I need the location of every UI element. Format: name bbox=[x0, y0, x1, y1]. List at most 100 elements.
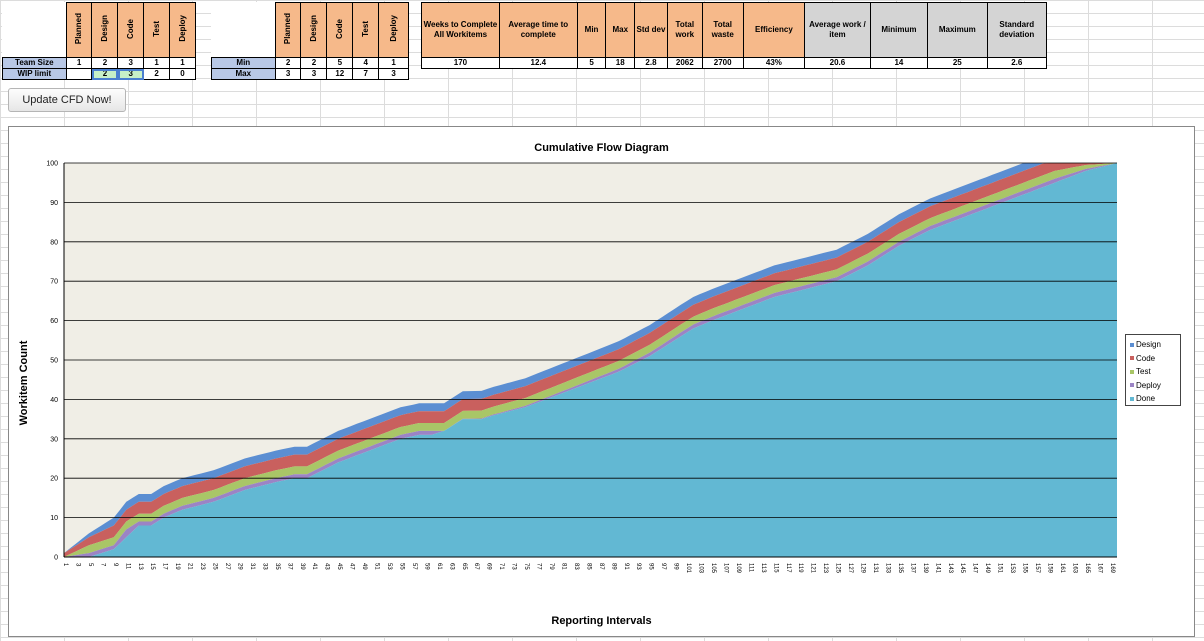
x-tick-label: 47 bbox=[349, 563, 355, 570]
cell[interactable]: 2.6 bbox=[986, 57, 1047, 69]
chart-title: Cumulative Flow Diagram bbox=[534, 142, 669, 154]
cell[interactable]: 1 bbox=[378, 57, 409, 69]
stats-table: Weeks to Complete All Workitems Average … bbox=[421, 2, 1047, 69]
row-label-max[interactable]: Max bbox=[211, 68, 276, 80]
header-planned[interactable]: Planned bbox=[65, 2, 93, 58]
cell[interactable]: 25 bbox=[927, 57, 988, 69]
header-planned[interactable]: Planned bbox=[274, 2, 302, 58]
cell[interactable]: 2700 bbox=[701, 57, 744, 69]
header-efficiency[interactable]: Efficiency bbox=[742, 2, 806, 58]
cell[interactable]: 0 bbox=[169, 68, 196, 80]
update-cfd-button[interactable]: Update CFD Now! bbox=[8, 88, 126, 112]
series-area-test bbox=[64, 163, 1117, 557]
x-tick-label: 67 bbox=[473, 563, 479, 570]
header-test[interactable]: Test bbox=[352, 2, 380, 58]
header-test[interactable]: Test bbox=[143, 2, 171, 58]
selected-cell[interactable]: 2 bbox=[91, 68, 119, 80]
cell[interactable]: 3 bbox=[300, 68, 328, 80]
x-tick-label: 165 bbox=[1084, 563, 1090, 574]
x-tick-label: 169 bbox=[1109, 563, 1115, 574]
header-total-work[interactable]: Total work bbox=[666, 2, 703, 58]
header-average-work[interactable]: Average work / item bbox=[804, 2, 871, 58]
x-tick-label: 31 bbox=[249, 563, 255, 570]
cell[interactable]: 2 bbox=[274, 57, 302, 69]
legend-item: Test bbox=[1130, 365, 1176, 379]
header-max[interactable]: Max bbox=[605, 2, 636, 58]
header-deploy[interactable]: Deploy bbox=[169, 2, 196, 58]
cell[interactable]: 5 bbox=[326, 57, 354, 69]
cell[interactable]: 14 bbox=[869, 57, 929, 69]
x-tick-label: 91 bbox=[623, 563, 629, 570]
legend-label: Code bbox=[1136, 353, 1156, 363]
legend-swatch-code bbox=[1130, 356, 1134, 361]
cell[interactable]: 3 bbox=[274, 68, 302, 80]
header-average-time[interactable]: Average time to complete bbox=[498, 2, 578, 58]
cell[interactable]: 7 bbox=[352, 68, 380, 80]
x-tick-label: 61 bbox=[436, 563, 442, 570]
cell[interactable]: 170 bbox=[421, 57, 500, 69]
header-total-waste[interactable]: Total waste bbox=[701, 2, 744, 58]
x-tick-label: 111 bbox=[747, 563, 753, 573]
header-weeks[interactable]: Weeks to Complete All Workitems bbox=[421, 2, 500, 58]
x-tick-label: 59 bbox=[423, 563, 429, 570]
y-tick-label: 90 bbox=[50, 200, 58, 207]
cell[interactable]: 43% bbox=[742, 57, 806, 69]
x-tick-label: 35 bbox=[274, 563, 280, 570]
header-code[interactable]: Code bbox=[117, 2, 145, 58]
x-tick-label: 63 bbox=[448, 563, 454, 570]
cell[interactable]: 3 bbox=[378, 68, 409, 80]
header-standard-deviation[interactable]: Standard deviation bbox=[986, 2, 1047, 58]
header-min[interactable]: Min bbox=[576, 2, 607, 58]
cell[interactable]: 3 bbox=[117, 57, 145, 69]
cell[interactable]: 2062 bbox=[666, 57, 703, 69]
cell[interactable]: 20.6 bbox=[804, 57, 871, 69]
x-tick-label: 9 bbox=[112, 563, 118, 567]
cell[interactable] bbox=[65, 68, 93, 80]
x-tick-label: 139 bbox=[922, 563, 928, 574]
header-std-dev[interactable]: Std dev bbox=[634, 2, 668, 58]
x-tick-label: 89 bbox=[610, 563, 616, 570]
cell[interactable]: 1 bbox=[143, 57, 171, 69]
row-label-wip-limit[interactable]: WIP limit bbox=[2, 68, 67, 80]
cumulative-flow-chart[interactable]: Cumulative Flow Diagram Workitem Count R… bbox=[8, 126, 1195, 637]
cell[interactable]: 12 bbox=[326, 68, 354, 80]
x-tick-label: 17 bbox=[162, 563, 168, 570]
y-tick-label: 50 bbox=[50, 358, 58, 365]
x-tick-label: 119 bbox=[797, 563, 803, 573]
cell[interactable]: 12.4 bbox=[498, 57, 578, 69]
x-tick-label: 87 bbox=[598, 563, 604, 570]
legend-label: Deploy bbox=[1136, 380, 1161, 390]
cell[interactable]: 2 bbox=[143, 68, 171, 80]
cell[interactable]: 5 bbox=[576, 57, 607, 69]
x-tick-label: 161 bbox=[1059, 563, 1065, 574]
x-tick-label: 15 bbox=[149, 563, 155, 570]
header-code[interactable]: Code bbox=[326, 2, 354, 58]
cell[interactable]: 1 bbox=[65, 57, 93, 69]
cell[interactable]: 2 bbox=[91, 57, 119, 69]
y-tick-label: 100 bbox=[46, 161, 58, 168]
header-minimum[interactable]: Minimum bbox=[869, 2, 929, 58]
row-label-team-size[interactable]: Team Size bbox=[2, 57, 67, 69]
cell[interactable]: 1 bbox=[169, 57, 196, 69]
chart-legend[interactable]: Design Code Test Deploy Done bbox=[1125, 334, 1181, 406]
x-tick-label: 159 bbox=[1046, 563, 1052, 574]
cell[interactable]: 18 bbox=[605, 57, 636, 69]
x-tick-label: 131 bbox=[872, 563, 878, 574]
header-maximum[interactable]: Maximum bbox=[927, 2, 988, 58]
header-deploy[interactable]: Deploy bbox=[378, 2, 409, 58]
cell[interactable]: 4 bbox=[352, 57, 380, 69]
header-design[interactable]: Design bbox=[91, 2, 119, 58]
x-tick-label: 81 bbox=[560, 563, 566, 570]
x-tick-label: 57 bbox=[411, 563, 417, 570]
x-tick-label: 7 bbox=[99, 563, 105, 567]
selected-cell[interactable]: 3 bbox=[117, 68, 145, 80]
x-tick-label: 29 bbox=[236, 563, 242, 570]
x-tick-label: 55 bbox=[398, 563, 404, 570]
x-tick-label: 117 bbox=[785, 563, 791, 573]
cell[interactable]: 2 bbox=[300, 57, 328, 69]
cell[interactable]: 2.8 bbox=[634, 57, 668, 69]
header-design[interactable]: Design bbox=[300, 2, 328, 58]
row-label-min[interactable]: Min bbox=[211, 57, 276, 69]
y-tick-label: 0 bbox=[54, 555, 58, 562]
